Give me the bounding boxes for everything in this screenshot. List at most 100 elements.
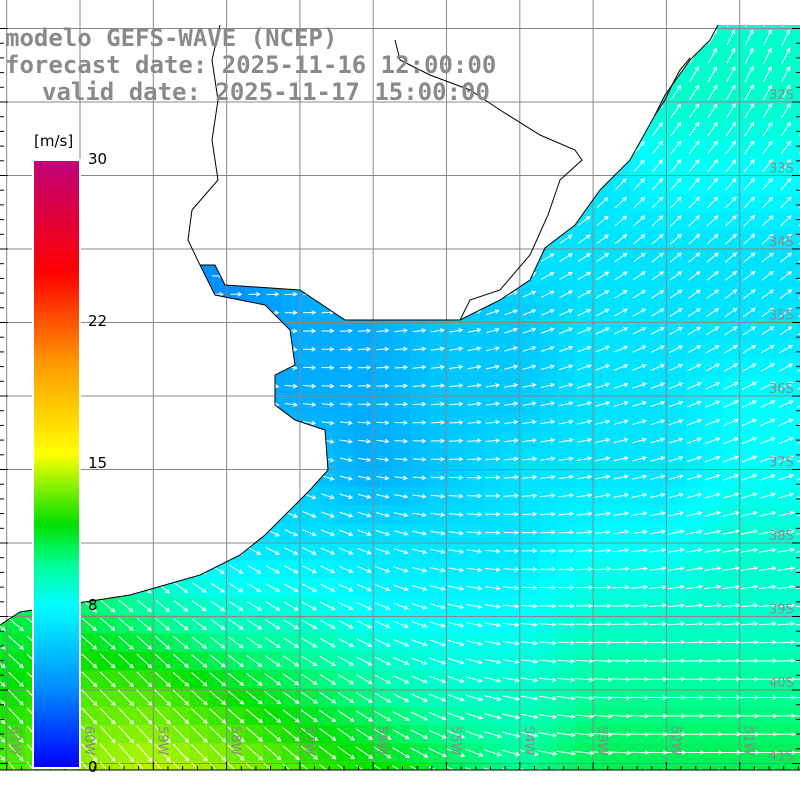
wind-cell — [153, 193, 173, 213]
wind-arrow — [339, 33, 353, 43]
wind-cell — [80, 230, 99, 249]
wind-arrow — [376, 328, 390, 334]
wind-arrow — [538, 695, 558, 701]
wind-cell — [519, 25, 539, 30]
wind-arrow — [594, 603, 612, 609]
wind-arrow — [303, 199, 317, 205]
wind-arrow — [356, 602, 373, 610]
wind-arrow — [556, 750, 577, 756]
wind-arrow — [505, 123, 517, 135]
wind-arrow — [9, 292, 23, 297]
wind-cell — [135, 248, 154, 268]
wind-arrow — [556, 695, 576, 701]
wind-arrow — [688, 121, 700, 137]
wind-arrow — [82, 181, 97, 187]
wind-cell — [574, 83, 594, 103]
wind-arrow — [524, 31, 535, 44]
wind-arrow — [156, 163, 170, 168]
wind-cell — [135, 138, 154, 158]
wind-arrow — [247, 456, 262, 463]
wind-arrow — [191, 654, 208, 668]
wind-arrow — [266, 16, 279, 23]
wind-arrow — [412, 217, 427, 224]
wind-arrow — [666, 676, 686, 682]
wind-cell — [501, 156, 521, 176]
wind-arrow — [595, 327, 610, 335]
wind-arrow — [248, 273, 261, 279]
wind-cell — [464, 120, 484, 139]
wind-arrow — [743, 289, 756, 300]
wind-cell — [171, 505, 191, 524]
wind-cell — [0, 651, 8, 671]
wind-cell — [611, 83, 631, 103]
wind-arrow — [633, 234, 646, 245]
wind-arrow — [596, 215, 609, 226]
wind-arrow — [744, 121, 755, 137]
wind-arrow — [703, 621, 722, 627]
wind-arrow — [120, 401, 133, 408]
wind-arrow — [376, 144, 390, 151]
wind-cell — [611, 65, 631, 85]
wind-arrow — [468, 142, 481, 153]
wind-arrow — [448, 512, 464, 517]
wind-arrow — [0, 400, 4, 409]
wind-cell — [519, 156, 539, 176]
wind-arrow — [357, 273, 372, 278]
wind-arrow — [577, 401, 592, 407]
wind-cell — [171, 468, 191, 488]
wind-cell — [153, 175, 173, 194]
wind-arrow — [265, 619, 281, 630]
wind-cell — [226, 431, 246, 451]
wind-cell — [263, 211, 283, 231]
wind-arrow — [559, 197, 573, 208]
wind-arrow — [320, 511, 335, 518]
wind-cell — [171, 138, 191, 158]
wind-cell — [483, 761, 503, 770]
wind-arrow — [285, 16, 298, 23]
wind-arrow — [101, 218, 115, 224]
wind-arrow — [0, 347, 5, 353]
wind-arrow — [322, 15, 334, 23]
wind-arrow — [795, 603, 800, 608]
wind-cell — [519, 65, 539, 85]
wind-arrow — [229, 546, 244, 556]
wind-arrow — [760, 363, 775, 372]
wind-cell — [0, 615, 8, 634]
wind-arrow — [211, 420, 225, 426]
wind-arrow — [429, 585, 446, 591]
wind-arrow — [117, 725, 135, 744]
wind-arrow — [780, 158, 792, 173]
wind-arrow — [211, 437, 225, 445]
wind-arrow — [520, 750, 539, 757]
wind-cell — [208, 211, 228, 231]
wind-arrow — [81, 725, 98, 744]
wind-cell — [556, 120, 576, 139]
wind-arrow — [376, 346, 390, 352]
wind-arrow — [466, 658, 484, 665]
wind-cell — [446, 120, 466, 139]
wind-arrow — [707, 121, 718, 137]
wind-arrow — [247, 564, 262, 574]
wind-cell — [135, 211, 154, 231]
wind-arrow — [521, 603, 538, 609]
wind-arrow — [376, 291, 390, 297]
wind-arrow — [722, 566, 741, 571]
wind-arrow — [633, 215, 646, 227]
wind-arrow — [246, 672, 263, 686]
wind-arrow — [82, 563, 97, 576]
wind-arrow — [740, 603, 759, 608]
wind-arrow — [302, 474, 317, 481]
wind-arrow — [266, 420, 280, 426]
wind-arrow — [667, 584, 685, 590]
wind-arrow — [228, 618, 244, 630]
wind-cell — [171, 175, 191, 194]
wind-arrow — [539, 640, 557, 646]
wind-cell — [226, 468, 246, 488]
wind-arrow — [339, 199, 354, 205]
wind-cell — [611, 46, 631, 66]
wind-arrow — [669, 233, 682, 245]
wind-cell — [281, 450, 301, 469]
wind-arrow — [357, 565, 372, 573]
wind-arrow — [523, 160, 536, 172]
wind-cell — [611, 761, 631, 770]
